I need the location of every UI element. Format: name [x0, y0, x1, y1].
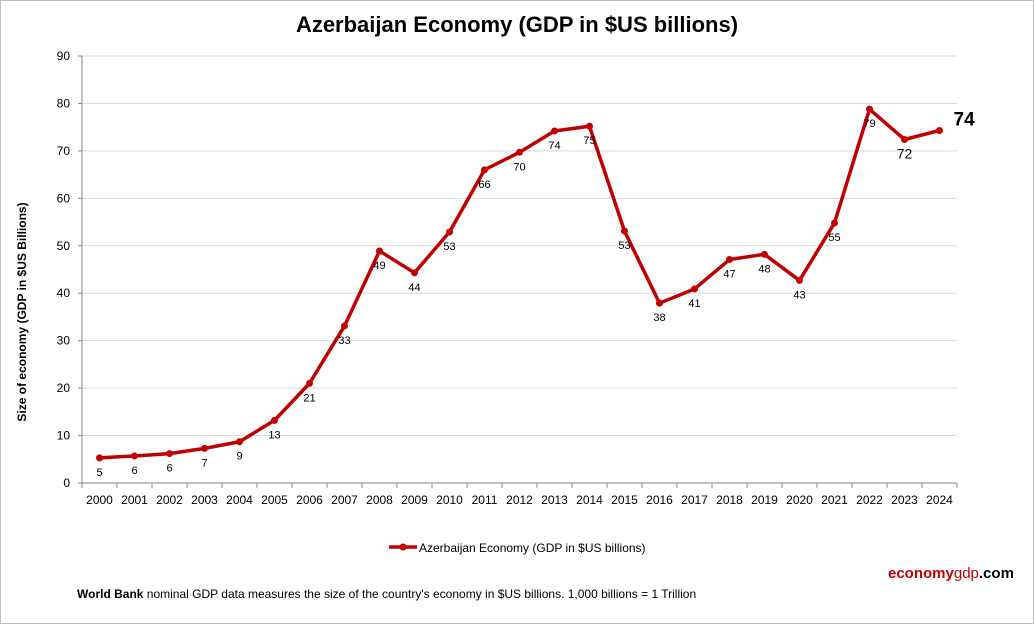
x-tick-label: 2003 — [191, 493, 218, 507]
data-point — [481, 166, 488, 174]
data-point — [96, 454, 103, 462]
x-tick-label: 2010 — [436, 493, 463, 507]
data-point — [726, 256, 733, 264]
x-tick-label: 2019 — [751, 493, 778, 507]
data-point — [621, 227, 628, 235]
y-tick-label: 70 — [57, 144, 71, 158]
data-point — [201, 444, 208, 452]
brand-part-1: economy — [888, 565, 954, 582]
x-tick-label: 2023 — [891, 493, 918, 507]
chart-title: Azerbaijan Economy (GDP in $US billions) — [295, 12, 739, 37]
data-point — [691, 285, 698, 293]
data-label: 33 — [338, 335, 350, 347]
data-label: 41 — [688, 298, 700, 310]
x-tick-label: 2012 — [506, 493, 533, 507]
data-point — [271, 416, 278, 424]
y-tick-label: 60 — [57, 191, 71, 205]
data-label: 53 — [618, 240, 630, 252]
data-label: 7 — [201, 457, 207, 469]
data-point — [446, 228, 453, 236]
data-label: 74 — [548, 140, 560, 152]
x-tick-label: 2011 — [472, 493, 498, 507]
y-tick-label: 40 — [57, 286, 71, 300]
y-tick-label: 80 — [57, 96, 71, 110]
data-point — [796, 276, 803, 284]
brand-part-3: .com — [978, 565, 1014, 582]
y-tick-label: 0 — [63, 476, 70, 490]
data-label: 21 — [303, 392, 315, 404]
data-label: 13 — [268, 429, 280, 441]
data-label: 70 — [513, 161, 525, 173]
x-tick-label: 2008 — [366, 493, 393, 507]
data-label: 66 — [478, 179, 490, 191]
data-label: 6 — [131, 465, 137, 477]
x-tick-label: 2014 — [576, 493, 603, 507]
data-label: 38 — [653, 312, 665, 324]
x-tick-label: 2016 — [646, 493, 673, 507]
x-tick-label: 2017 — [681, 493, 708, 507]
data-point — [656, 299, 663, 307]
y-tick-label: 20 — [57, 381, 71, 395]
data-point — [761, 250, 768, 258]
data-point — [341, 322, 348, 330]
data-label: 72 — [897, 146, 913, 162]
x-tick-label: 2000 — [86, 493, 113, 507]
brand-logo[interactable]: economygdp.com — [888, 565, 1014, 582]
footnote-text: nominal GDP data measures the size of th… — [143, 587, 697, 601]
y-tick-label: 10 — [57, 429, 71, 443]
x-tick-label: 2024 — [926, 493, 953, 507]
data-label: 49 — [373, 260, 385, 272]
x-tick-label: 2006 — [296, 493, 323, 507]
data-point — [166, 450, 173, 458]
legend-label: Azerbaijan Economy (GDP in $US billions) — [419, 541, 646, 555]
data-label: 75 — [583, 135, 595, 147]
data-label: 9 — [236, 451, 242, 463]
x-tick-label: 2004 — [226, 493, 253, 507]
x-tick-label: 2001 — [121, 493, 148, 507]
data-label: 48 — [758, 263, 770, 275]
x-tick-label: 2015 — [611, 493, 638, 507]
data-label: 47 — [723, 269, 735, 281]
y-axis-label: Size of economy (GDP in $US Billions) — [15, 202, 29, 421]
y-tick-label: 50 — [57, 239, 71, 253]
x-tick-label: 2022 — [856, 493, 883, 507]
data-point — [551, 127, 558, 135]
data-point — [866, 105, 873, 113]
x-tick-label: 2020 — [786, 493, 813, 507]
legend-swatch-marker — [399, 543, 407, 551]
data-label: 44 — [408, 282, 420, 294]
data-point — [936, 126, 943, 134]
footnote-source: World Bank — [77, 587, 144, 601]
y-tick-label: 30 — [57, 334, 71, 348]
data-point — [131, 452, 138, 460]
data-label: 5 — [96, 467, 102, 479]
data-label: 55 — [828, 232, 840, 244]
x-tick-label: 2021 — [821, 493, 848, 507]
data-label: 79 — [863, 118, 875, 130]
x-tick-label: 2002 — [156, 493, 183, 507]
data-point — [306, 379, 313, 387]
data-point — [236, 438, 243, 446]
data-point — [831, 219, 838, 227]
data-point — [411, 269, 418, 277]
x-tick-label: 2013 — [541, 493, 568, 507]
data-point — [516, 148, 523, 156]
data-label: 53 — [443, 241, 455, 253]
brand-part-2: gdp — [953, 565, 979, 582]
x-tick-label: 2009 — [401, 493, 428, 507]
data-point — [586, 122, 593, 130]
data-point — [376, 247, 383, 255]
data-point — [901, 136, 908, 144]
x-tick-label: 2007 — [331, 493, 358, 507]
y-tick-label: 90 — [57, 49, 71, 63]
x-tick-label: 2018 — [716, 493, 743, 507]
footnote: World Bank nominal GDP data measures the… — [77, 587, 696, 601]
data-label: 6 — [166, 463, 172, 475]
data-label: 43 — [793, 289, 805, 301]
x-tick-label: 2005 — [261, 493, 288, 507]
data-label: 74 — [954, 109, 976, 130]
